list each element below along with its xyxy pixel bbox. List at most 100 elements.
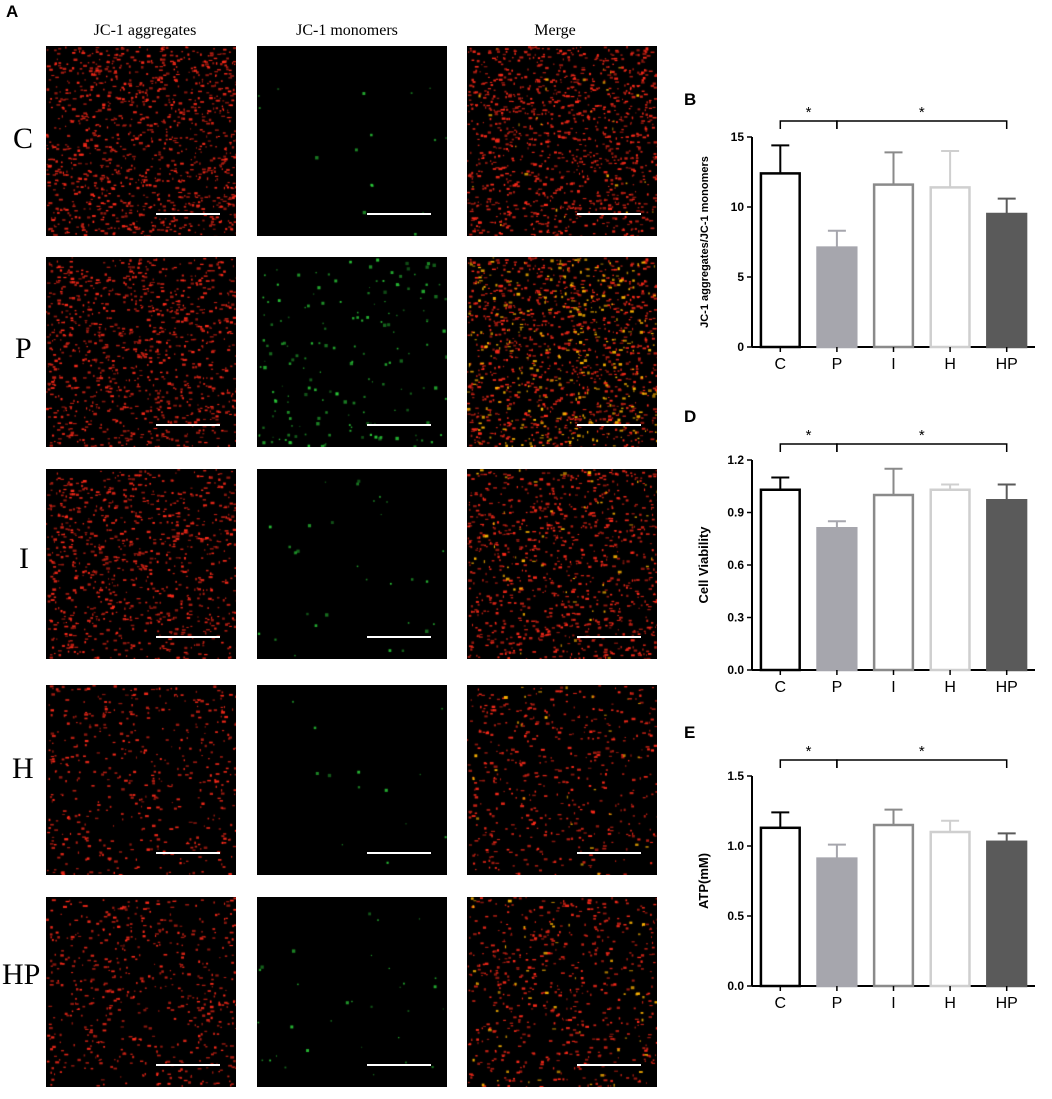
significance-star: * (919, 104, 925, 121)
micrograph-c-merge (467, 46, 657, 236)
y-tick-label: 0 (737, 340, 744, 354)
x-tick-label-h: H (944, 679, 956, 696)
y-tick-label: 0.0 (727, 979, 744, 993)
x-tick-label-c: C (775, 356, 787, 373)
significance-star: * (919, 743, 925, 760)
significance-star: * (806, 743, 812, 760)
scale-bar (156, 852, 220, 854)
bar-i (872, 493, 915, 672)
x-tick-label-p: P (832, 679, 843, 696)
significance-bracket (779, 443, 838, 452)
y-tick-label: 0.5 (727, 909, 744, 923)
scale-bar (577, 213, 641, 215)
y-tick-label: 10 (731, 200, 745, 214)
y-tick-label: 0.0 (727, 663, 744, 677)
y-axis-label: JC-1 aggregates/JC-1 monomers (699, 156, 711, 328)
y-tick-label: 0.6 (727, 558, 744, 572)
scale-bar (367, 424, 431, 426)
bar-p (816, 527, 858, 672)
bar-hp (986, 840, 1028, 988)
x-tick-label-i: I (891, 356, 895, 373)
y-tick-label: 1.2 (727, 453, 744, 467)
x-tick-label-h: H (944, 995, 956, 1012)
scale-bar (577, 636, 641, 638)
x-tick-label-c: C (775, 679, 787, 696)
scale-bar (156, 1064, 220, 1066)
y-axis-label: ATP(mM) (696, 853, 711, 909)
y-tick-label: 1.0 (727, 839, 744, 853)
bar-hp (986, 212, 1028, 349)
micrograph-i-aggregates (46, 469, 236, 659)
scale-bar (577, 424, 641, 426)
bar-p (816, 246, 858, 349)
scale-bar (367, 213, 431, 215)
x-tick-label-h: H (944, 356, 956, 373)
x-tick-label-hp: HP (996, 356, 1018, 373)
row-label-h: H (12, 752, 34, 785)
micrograph-i-merge (467, 469, 657, 659)
bar-h (929, 186, 971, 349)
micrograph-hp-monomers (257, 897, 447, 1087)
micrograph-hp-merge (467, 897, 657, 1087)
row-label-c: C (13, 122, 34, 155)
scale-bar (367, 1064, 431, 1066)
bar-c (759, 826, 801, 988)
bar-c (759, 488, 801, 672)
x-tick-label-i: I (891, 679, 895, 696)
micrograph-h-merge (467, 685, 657, 875)
bar-i (872, 823, 915, 988)
column-header-merge: Merge (534, 22, 576, 39)
micrograph-hp-aggregates (46, 897, 236, 1087)
significance-bracket (836, 759, 1008, 768)
x-tick-label-i: I (891, 995, 895, 1012)
panel-label-e: E (684, 723, 696, 742)
significance-bracket (779, 759, 838, 768)
panel-label-b: B (684, 90, 697, 109)
column-header-aggregates: JC-1 aggregates (93, 22, 197, 39)
scale-bar (577, 1064, 641, 1066)
significance-star: * (919, 427, 925, 444)
bar-chart-e: ATP(mM) 0.0 0.5 1.0 1.5 C P I H HP * * (696, 743, 1035, 1012)
column-header-monomers: JC-1 monomers (296, 22, 398, 39)
bar-chart-b: JC-1 aggregates/JC-1 monomers 0 5 10 15 C P I H H… (699, 104, 1035, 373)
significance-star: * (806, 427, 812, 444)
bar-hp (986, 499, 1028, 672)
row-label-p: P (15, 332, 32, 365)
row-label-hp: HP (2, 958, 41, 991)
micrograph-c-aggregates (46, 46, 236, 236)
scale-bar (156, 636, 220, 638)
y-tick-label: 5 (737, 270, 744, 284)
panel-label-a: A (6, 2, 19, 21)
micrograph-i-monomers (257, 469, 447, 659)
bar-h (929, 488, 971, 672)
panel-label-d: D (684, 407, 697, 426)
bar-i (872, 183, 915, 349)
bar-c (759, 172, 801, 349)
significance-star: * (806, 104, 812, 121)
scale-bar (367, 852, 431, 854)
y-tick-label: 1.5 (727, 769, 744, 783)
x-tick-label-p: P (832, 995, 843, 1012)
x-tick-label-p: P (832, 356, 843, 373)
y-tick-label: 15 (731, 130, 745, 144)
significance-bracket (836, 120, 1008, 129)
scale-bar (577, 852, 641, 854)
y-axis-label: Cell Viability (696, 526, 711, 604)
y-tick-label: 0.9 (727, 506, 744, 520)
micrograph-p-monomers (257, 257, 447, 447)
micrograph-h-aggregates (46, 685, 236, 875)
micrograph-p-aggregates (46, 257, 236, 447)
scale-bar (156, 213, 220, 215)
x-tick-label-c: C (775, 995, 787, 1012)
row-label-i: I (19, 542, 29, 575)
micrograph-p-merge (467, 257, 657, 447)
bar-h (929, 830, 971, 988)
scale-bar (367, 636, 431, 638)
micrograph-c-monomers (257, 46, 447, 236)
significance-bracket (779, 120, 838, 129)
significance-bracket (836, 443, 1008, 452)
bar-p (816, 857, 858, 988)
bar-chart-d: Cell Viability 0.0 0.3 0.6 0.9 1.2 C P I H HP * * (696, 427, 1035, 696)
x-tick-label-hp: HP (996, 995, 1018, 1012)
micrograph-h-monomers (257, 685, 447, 875)
